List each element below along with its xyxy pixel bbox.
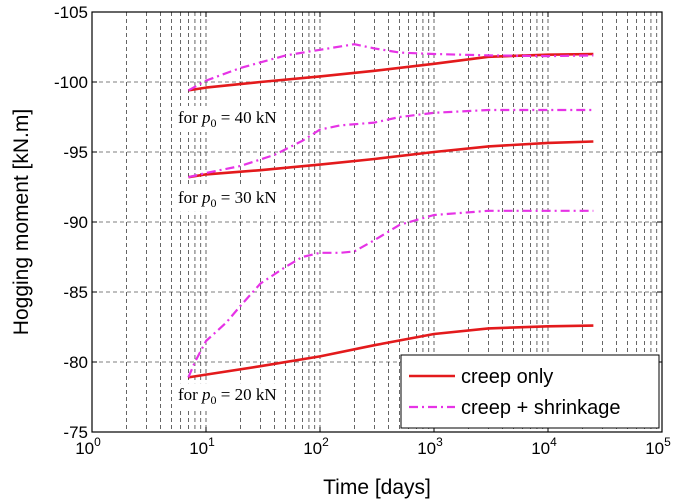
x-axis-label: Time [days] xyxy=(323,476,431,499)
x-tick-exponent: 2 xyxy=(322,435,329,449)
x-tick-base: 10 xyxy=(531,439,550,458)
annotation-rest: = 30 kN xyxy=(217,188,277,207)
legend-label-2: creep + shrinkage xyxy=(461,397,621,419)
ticks: 100 101 102 103 104 105-75-80-85-90-95-100-10… xyxy=(54,3,671,458)
x-tick-label: 105 xyxy=(645,435,671,458)
annotation-1: for p0 = 40 kN xyxy=(174,106,280,132)
x-tick-label: 100 xyxy=(75,435,101,458)
legend: creep only creep + shrinkage xyxy=(400,354,660,429)
series-line-5 xyxy=(188,324,594,379)
annotation-sub: 0 xyxy=(211,393,217,407)
x-tick-label: 102 xyxy=(303,435,329,458)
x-tick-exponent: 3 xyxy=(436,435,443,449)
annotation-background xyxy=(174,106,280,132)
y-tick-label: -90 xyxy=(63,213,88,232)
series-line-6 xyxy=(187,209,594,378)
annotation-rest: = 40 kN xyxy=(217,108,277,127)
annotation-background xyxy=(174,185,280,212)
x-tick-label: 101 xyxy=(189,435,215,458)
series xyxy=(187,43,594,379)
annotation-3: for p0 = 20 kN xyxy=(174,383,280,410)
annotation-2: for p0 = 30 kN xyxy=(174,185,280,212)
x-tick-base: 10 xyxy=(303,439,322,458)
annotation-var: p xyxy=(201,188,211,207)
x-tick-base: 10 xyxy=(645,439,664,458)
annotation-var: p xyxy=(201,385,211,404)
y-axis-label: Hogging moment [kN.m] xyxy=(10,109,33,335)
annotation-var: p xyxy=(201,108,211,127)
annotation-sub: 0 xyxy=(211,196,217,210)
y-tick-label: -85 xyxy=(63,283,88,302)
annotation-prefix: for xyxy=(178,188,202,207)
x-tick-exponent: 1 xyxy=(208,435,215,449)
x-tick-base: 10 xyxy=(189,439,208,458)
x-tick-label: 104 xyxy=(531,435,557,458)
annotation-rest: = 20 kN xyxy=(217,385,277,404)
y-tick-label: -75 xyxy=(63,423,88,442)
y-tick-label: -95 xyxy=(63,143,88,162)
series-line-4 xyxy=(188,108,594,179)
legend-label-1: creep only xyxy=(461,366,553,388)
series-line-2 xyxy=(187,43,594,92)
x-tick-exponent: 5 xyxy=(664,435,671,449)
annotation-prefix: for xyxy=(178,108,202,127)
x-tick-base: 10 xyxy=(417,439,436,458)
x-tick-base: 10 xyxy=(75,439,94,458)
series-line-3 xyxy=(188,140,594,179)
legend-box xyxy=(400,354,660,429)
series-line-1 xyxy=(188,52,594,92)
y-tick-label: -80 xyxy=(63,353,88,372)
annotation-background xyxy=(174,383,280,410)
annotation-label: for p0 = 20 kN xyxy=(178,385,277,407)
x-tick-label: 103 xyxy=(417,435,443,458)
annotation-label: for p0 = 40 kN xyxy=(178,108,277,130)
x-tick-exponent: 0 xyxy=(94,435,101,449)
annotation-label: for p0 = 30 kN xyxy=(178,188,277,210)
annotation-sub: 0 xyxy=(211,116,217,130)
annotation-prefix: for xyxy=(178,385,202,404)
y-tick-label: -100 xyxy=(54,73,88,92)
x-tick-exponent: 4 xyxy=(550,435,557,449)
y-tick-label: -105 xyxy=(54,3,88,22)
